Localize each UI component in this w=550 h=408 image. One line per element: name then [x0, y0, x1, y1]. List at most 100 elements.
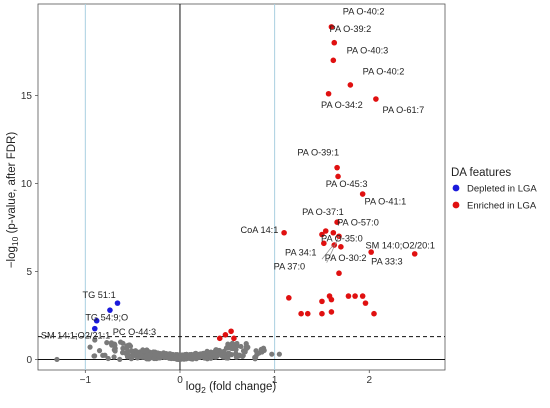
point-not-significant: [92, 337, 98, 343]
point-enriched: [319, 310, 325, 317]
point-not-significant: [104, 340, 110, 346]
point-enriched: [319, 298, 325, 305]
point-not-significant: [253, 348, 259, 354]
point-not-significant: [87, 344, 93, 350]
point-enriched: [328, 24, 335, 30]
y-tick-label: 10: [21, 179, 33, 190]
y-tick-label: 0: [26, 355, 32, 366]
point-not-significant: [125, 348, 131, 354]
legend-swatch-enriched: [452, 201, 460, 209]
point-label: PA O-37:1: [302, 207, 344, 217]
point-enriched: [347, 82, 354, 88]
point-enriched: [330, 57, 337, 64]
y-axis-title: −log10 (p-value, after FDR): [6, 132, 20, 269]
point-not-significant: [96, 348, 103, 354]
point-enriched: [345, 293, 352, 299]
point-label: SM 14:0;O2/20:1: [365, 241, 434, 251]
nonsignificant-points: [54, 337, 282, 363]
point-enriched: [334, 219, 340, 225]
point-enriched: [352, 293, 358, 299]
point-label: PA O-40:2: [343, 7, 385, 17]
point-not-significant: [144, 352, 150, 358]
point-label: PC O-44:3: [113, 327, 156, 337]
point-label: PA O-39:1: [297, 147, 339, 157]
point-label: PA O-61:7: [383, 105, 425, 115]
point-enriched: [322, 228, 329, 234]
point-enriched: [371, 310, 377, 317]
point-not-significant: [117, 356, 123, 363]
point-not-significant: [243, 341, 249, 347]
point-not-significant: [143, 348, 149, 354]
x-tick-label: −1: [80, 375, 92, 386]
point-enriched: [336, 270, 342, 277]
point-not-significant: [133, 351, 140, 357]
point-not-significant: [252, 354, 258, 361]
point-label: TG 51:1: [82, 290, 115, 300]
plot-area: −1 0 1 2 0 5 10 15 PA O-40:2 PA O-39:2 PA O-40:3 PA…: [21, 3, 446, 386]
point-label: PA O-57:0: [337, 218, 379, 228]
point-label: PA O-41:1: [365, 197, 407, 207]
point-enriched: [228, 328, 234, 335]
point-not-significant: [196, 353, 202, 359]
point-enriched: [368, 249, 374, 255]
point-enriched: [331, 39, 338, 46]
point-depleted: [114, 300, 121, 306]
x-tick-label: 1: [272, 375, 278, 386]
point-label: PA O-35:0: [321, 234, 363, 244]
point-label: SM 14:1;O2/21:1: [41, 330, 110, 340]
legend-label-depleted: Depleted in LGA: [467, 184, 537, 195]
point-not-significant: [117, 339, 124, 345]
point-not-significant: [92, 353, 98, 359]
point-enriched: [298, 310, 304, 317]
point-enriched: [338, 244, 344, 250]
point-enriched: [319, 231, 325, 238]
point-enriched: [325, 90, 332, 97]
point-enriched: [411, 251, 418, 257]
x-tick-label: 0: [177, 375, 183, 386]
point-not-significant: [54, 356, 60, 363]
point-enriched: [304, 310, 311, 317]
legend-label-enriched: Enriched in LGA: [467, 201, 537, 212]
point-not-significant: [221, 348, 227, 354]
point-enriched: [334, 164, 340, 171]
point-label: PA 33:3: [371, 256, 403, 266]
label-leader-line: [326, 236, 340, 263]
series-enriched: [216, 24, 418, 342]
legend-swatch-depleted: [452, 184, 460, 192]
plot-border: [37, 3, 446, 371]
point-enriched: [328, 309, 335, 315]
point-label: PA O-39:2: [330, 24, 372, 34]
point-enriched: [359, 293, 366, 299]
point-not-significant: [125, 352, 131, 358]
point-not-significant: [111, 354, 117, 360]
point-label: PA O-30:2: [325, 253, 367, 263]
point-depleted: [91, 325, 98, 332]
point-not-significant: [202, 354, 208, 360]
point-enriched: [373, 96, 379, 102]
point-not-significant: [105, 355, 111, 362]
point-not-significant: [174, 355, 180, 361]
point-not-significant: [226, 350, 232, 356]
point-not-significant: [276, 351, 282, 357]
point-not-significant: [260, 345, 267, 351]
point-not-significant: [227, 343, 233, 350]
legend: DA features Depleted in LGA Enriched in …: [451, 167, 537, 212]
point-label: PA O-34:2: [321, 100, 363, 110]
y-tick-label: 5: [26, 267, 32, 278]
point-not-significant: [153, 351, 160, 357]
point-enriched: [216, 335, 223, 342]
point-not-significant: [234, 340, 240, 347]
point-not-significant: [233, 354, 239, 360]
point-not-significant: [178, 354, 184, 360]
y-tick-label: 15: [21, 91, 33, 102]
point-enriched: [222, 332, 229, 338]
point-enriched: [328, 296, 335, 303]
legend-title: DA features: [451, 167, 511, 179]
point-label: TG 54:9;O: [85, 313, 128, 323]
point-label: PA 37:0: [274, 262, 306, 272]
point-label: PA O-40:3: [347, 45, 389, 55]
x-tick-label: 2: [366, 375, 372, 386]
point-not-significant: [130, 351, 136, 357]
